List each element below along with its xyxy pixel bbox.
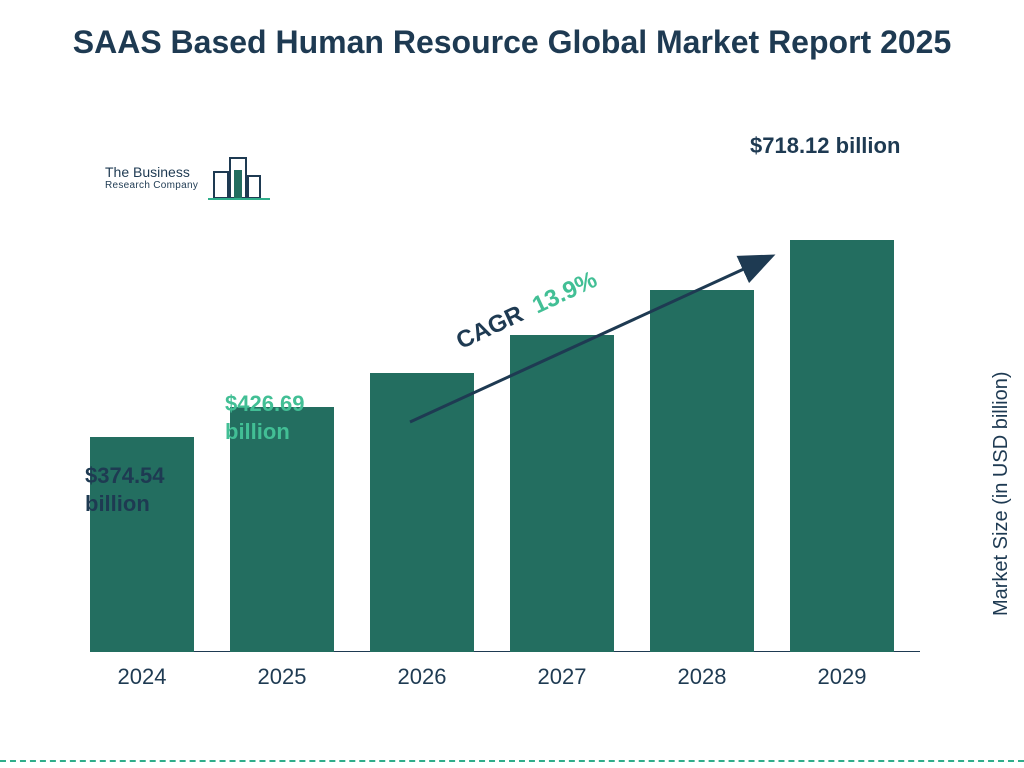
chart-title: SAAS Based Human Resource Global Market … bbox=[0, 22, 1024, 62]
bar-2026 bbox=[370, 373, 474, 652]
chart-container: SAAS Based Human Resource Global Market … bbox=[0, 0, 1024, 768]
plot-area: CAGR 13.9% bbox=[90, 182, 920, 652]
bar-2029 bbox=[790, 240, 894, 652]
x-label-2026: 2026 bbox=[370, 664, 474, 690]
bar-2027 bbox=[510, 335, 614, 652]
bottom-dashed-border bbox=[0, 760, 1024, 762]
x-label-2024: 2024 bbox=[90, 664, 194, 690]
y-axis-label: Market Size (in USD billion) bbox=[991, 372, 1014, 617]
x-label-2028: 2028 bbox=[650, 664, 754, 690]
value-label-2025: $426.69 billion bbox=[225, 390, 355, 445]
bar-2028 bbox=[650, 290, 754, 652]
x-label-2025: 2025 bbox=[230, 664, 334, 690]
bar-chart: CAGR 13.9% 202420252026202720282029 $374… bbox=[90, 160, 920, 700]
value-label-2024: $374.54 billion bbox=[85, 462, 215, 517]
x-label-2029: 2029 bbox=[790, 664, 894, 690]
x-label-2027: 2027 bbox=[510, 664, 614, 690]
value-label-2029: $718.12 billion bbox=[750, 132, 950, 160]
cagr-value: 13.9% bbox=[528, 266, 601, 319]
